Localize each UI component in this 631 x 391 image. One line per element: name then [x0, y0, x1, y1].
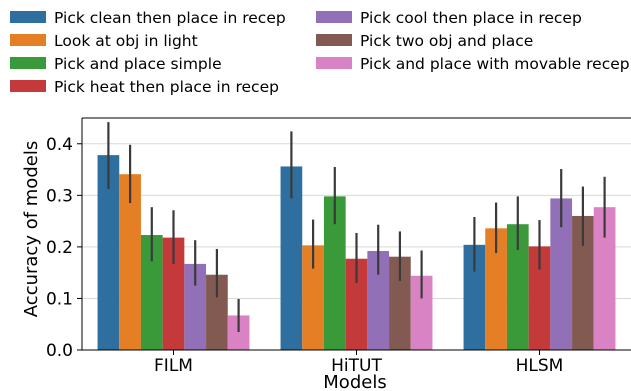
bar-hitut-pick-and-place-simple — [323, 196, 346, 350]
legend-label: Pick two obj and place — [360, 32, 533, 50]
bar-hlsm-pick-and-place-with-movable-recep — [593, 207, 616, 350]
bar-hlsm-look-at-obj-in-light — [485, 228, 507, 350]
legend-label: Pick heat then place in recep — [54, 78, 279, 96]
y-tick-label: 0.3 — [46, 186, 73, 206]
bar-hitut-pick-and-place-with-movable-recep — [410, 275, 433, 350]
legend-item-pick-and-place-with-movable-recep: Pick and place with movable recep — [316, 55, 630, 73]
legend-item-pick-cool-then-place-in-recep: Pick cool then place in recep — [316, 9, 582, 27]
bar-film-look-at-obj-in-light — [119, 174, 141, 350]
x-axis-title: Models — [323, 372, 386, 391]
bar-hitut-look-at-obj-in-light — [302, 245, 324, 350]
bar-film-pick-and-place-simple — [140, 235, 163, 350]
bar-hlsm-pick-heat-then-place-in-recep — [528, 246, 551, 350]
bar-film-pick-heat-then-place-in-recep — [162, 237, 185, 350]
bar-hlsm-pick-cool-then-place-in-recep — [550, 198, 573, 350]
x-tick-label: HLSM — [516, 356, 564, 376]
legend-item-pick-and-place-simple: Pick and place simple — [10, 55, 222, 73]
y-tick-label: 0.0 — [46, 341, 73, 361]
legend-label: Pick and place with movable recep — [360, 55, 630, 73]
bar-hitut-pick-cool-then-place-in-recep — [367, 251, 390, 350]
bar-hlsm-pick-clean-then-place-in-recep — [463, 244, 486, 350]
legend-label: Pick clean then place in recep — [54, 9, 286, 27]
bar-hlsm-pick-and-place-simple — [506, 224, 529, 350]
legend-swatch — [316, 11, 352, 23]
x-tick-label: FILM — [154, 356, 193, 376]
x-tick-label: HiTUT — [331, 356, 382, 376]
legend-item-pick-two-obj-and-place: Pick two obj and place — [316, 32, 533, 50]
legend-swatch — [10, 11, 46, 23]
y-tick-label: 0.4 — [46, 135, 73, 155]
bars — [97, 155, 616, 350]
bar-hitut-pick-heat-then-place-in-recep — [345, 258, 368, 350]
legend-swatch — [316, 34, 352, 46]
bar-film-pick-cool-then-place-in-recep — [184, 263, 207, 350]
error-bars — [107, 122, 606, 332]
axes: 0.0 0.1 0.2 0.3 0.4 FILM HiTUT HLSM — [46, 117, 631, 376]
bar-film-pick-clean-then-place-in-recep — [97, 155, 120, 350]
legend-item-look-at-obj-in-light: Look at obj in light — [10, 32, 198, 50]
y-tick-label: 0.1 — [46, 289, 73, 309]
legend-swatch — [10, 57, 46, 69]
legend-label: Pick and place simple — [54, 55, 222, 73]
bar-film-pick-two-obj-and-place — [206, 274, 228, 350]
y-tick-label: 0.2 — [46, 238, 73, 258]
legend: Pick clean then place in recep Look at ob… — [10, 9, 630, 96]
legend-swatch — [10, 80, 46, 92]
legend-swatch — [10, 34, 46, 46]
bar-hitut-pick-two-obj-and-place — [389, 256, 411, 350]
bar-film-pick-and-place-with-movable-recep — [227, 315, 250, 350]
bar-hlsm-pick-two-obj-and-place — [572, 215, 594, 350]
legend-swatch — [316, 57, 352, 69]
legend-item-pick-heat-then-place-in-recep: Pick heat then place in recep — [10, 78, 279, 96]
legend-item-pick-clean-then-place-in-recep: Pick clean then place in recep — [10, 9, 286, 27]
bar-hitut-pick-clean-then-place-in-recep — [280, 166, 303, 350]
legend-label: Pick cool then place in recep — [360, 9, 582, 27]
legend-label: Look at obj in light — [54, 32, 198, 50]
y-axis-title: Accuracy of models — [21, 141, 42, 317]
